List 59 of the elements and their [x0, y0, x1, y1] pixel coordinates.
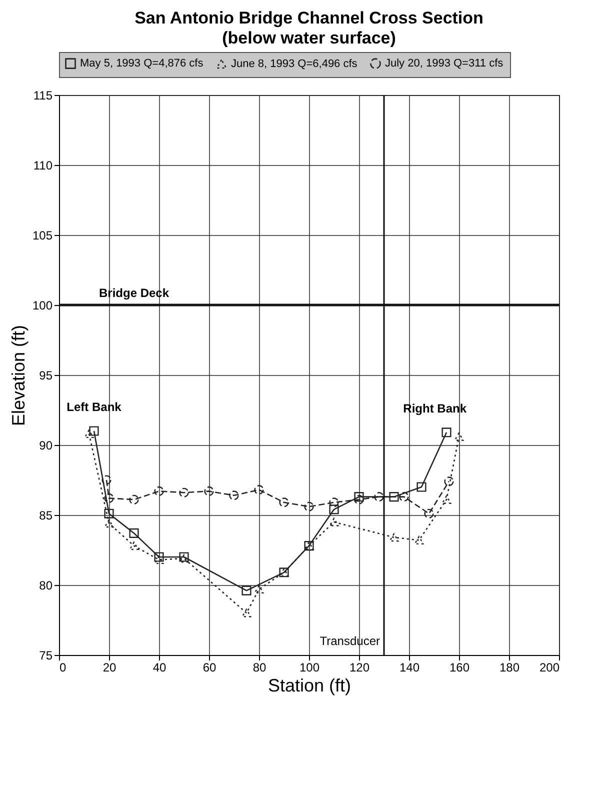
y-tick-label: 80: [39, 578, 53, 592]
point: [129, 494, 139, 504]
x-tick-label: 160: [449, 660, 470, 674]
point: [454, 432, 464, 441]
point: [154, 486, 164, 496]
y-tick-label: 100: [32, 298, 53, 312]
point: [104, 508, 114, 518]
x-tick-label: 0: [60, 660, 66, 674]
point: [424, 508, 434, 518]
point: [179, 488, 189, 498]
point: [129, 528, 139, 538]
y-tick-label: 85: [39, 508, 53, 522]
x-tick-label: 180: [499, 660, 520, 674]
point: [389, 492, 399, 502]
point: [104, 519, 114, 528]
point: [129, 542, 139, 550]
x-tick-label: 140: [399, 660, 420, 674]
point: [414, 536, 424, 544]
y-axis-title: Elevation (ft): [8, 324, 28, 426]
point: [304, 502, 314, 512]
legend-label: June 8, 1993 Q=6,496 cfs: [231, 58, 358, 70]
point: [254, 485, 264, 495]
x-tick-label: 40: [152, 660, 166, 674]
x-tick-label: 200: [539, 660, 560, 674]
point: [89, 426, 99, 436]
point: [242, 608, 252, 618]
y-tick-label: 115: [33, 88, 53, 102]
point: [329, 504, 339, 514]
point: [442, 428, 452, 438]
y-tick-label: 110: [33, 158, 53, 172]
x-tick-label: 20: [102, 660, 116, 674]
x-tick-label: 80: [252, 660, 266, 674]
x-tick-label: 60: [202, 660, 216, 674]
chart-title: San Antonio Bridge Channel Cross Section: [134, 8, 484, 28]
point: [229, 490, 239, 500]
point: [279, 498, 289, 508]
point: [416, 482, 426, 492]
x-tick-label: 100: [299, 660, 320, 674]
point: [329, 518, 339, 526]
legend-label: July 20, 1993 Q=311 cfs: [385, 58, 504, 70]
x-axis-title: Station (ft): [268, 676, 352, 696]
point: [154, 552, 164, 562]
x-tick-label: 120: [349, 660, 370, 674]
y-tick-label: 75: [39, 648, 53, 662]
y-tick-label: 90: [39, 438, 53, 452]
chart-subtitle: (below water surface): [222, 28, 396, 48]
point: [329, 498, 339, 508]
point: [442, 495, 452, 504]
point: [254, 584, 264, 594]
point: [242, 586, 252, 596]
point: [444, 476, 454, 486]
point: [84, 430, 94, 438]
legend-label: May 5, 1993 Q=4,876 cfs: [80, 58, 204, 70]
point: [204, 486, 214, 496]
point: [389, 533, 399, 542]
y-tick-label: 95: [39, 368, 53, 382]
point: [154, 556, 164, 564]
point: [354, 492, 364, 502]
y-tick-label: 105: [32, 228, 53, 242]
